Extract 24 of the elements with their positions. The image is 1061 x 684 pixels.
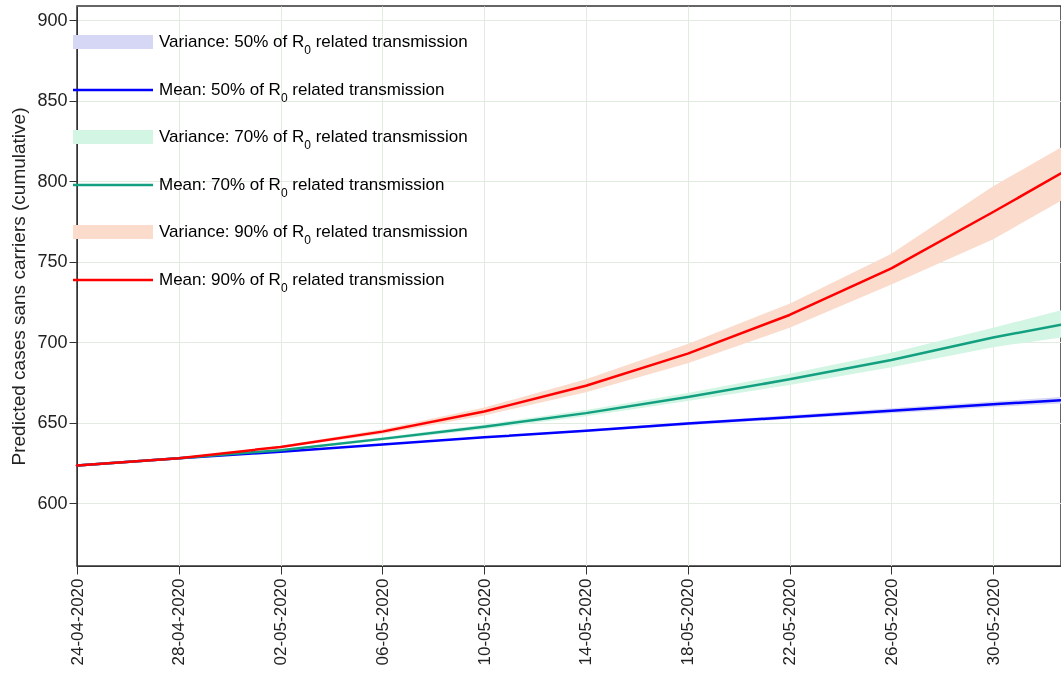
y-tick-label: 750 xyxy=(37,251,68,272)
legend-label: Mean: 90% of R$_{0}$ related transmission xyxy=(159,270,445,295)
x-tick-label: 06-05-2020 xyxy=(372,578,392,666)
y-tick-label: 800 xyxy=(37,170,68,191)
x-tick-label: 28-04-2020 xyxy=(169,578,189,666)
y-tick-label: 600 xyxy=(37,492,68,513)
x-tick-label: 22-05-2020 xyxy=(780,578,800,666)
x-tick-label: 10-05-2020 xyxy=(474,578,494,666)
legend-label: Variance: 90% of R$_{0}$ related transmission xyxy=(159,222,468,247)
x-tick-label: 30-05-2020 xyxy=(983,578,1003,666)
y-tick-label: 650 xyxy=(37,412,68,433)
x-tick-label: 24-04-2020 xyxy=(67,578,87,666)
legend-label: Variance: 50% of R$_{0}$ related transmission xyxy=(159,32,468,57)
y-axis-title: Predicted cases sans carriers (cumulative) xyxy=(8,107,30,466)
x-tick-label: 18-05-2020 xyxy=(678,578,698,666)
y-tick-label: 850 xyxy=(37,90,68,111)
legend-label: Mean: 50% of R$_{0}$ related transmission xyxy=(159,80,445,105)
legend-label: Variance: 70% of R$_{0}$ related transmission xyxy=(159,127,468,152)
x-tick-label: 02-05-2020 xyxy=(271,578,291,666)
y-tick-label: 700 xyxy=(37,331,68,352)
x-tick-label: 14-05-2020 xyxy=(576,578,596,666)
y-tick-label: 900 xyxy=(37,9,68,30)
legend-label: Mean: 70% of R$_{0}$ related transmission xyxy=(159,175,445,200)
x-tick-label: 26-05-2020 xyxy=(881,578,901,666)
